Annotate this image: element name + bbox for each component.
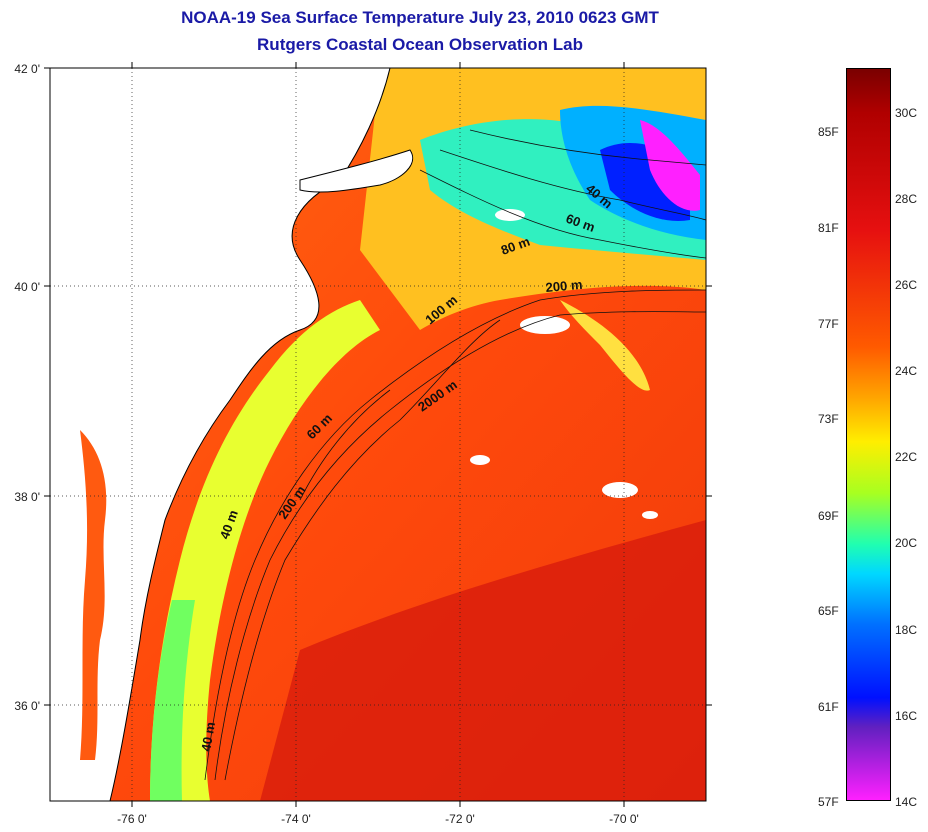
x-tick-label: -74 0'	[281, 812, 311, 826]
colorbar-c-label: 16C	[895, 709, 918, 723]
contour-label: 200 m	[545, 277, 583, 295]
colorbar-f-label: 65F	[818, 604, 839, 618]
long-island	[299, 149, 413, 193]
map-subtitle: Rutgers Coastal Ocean Observation Lab	[257, 35, 583, 54]
y-tick-label: 36 0'	[14, 699, 40, 713]
warm-core-area	[260, 520, 706, 801]
warm-filament	[560, 300, 650, 391]
colorbar-c-label: 26C	[895, 278, 918, 292]
magenta-patch	[640, 120, 700, 211]
colorbar-c-label: 14C	[895, 795, 918, 809]
map-title: NOAA-19 Sea Surface Temperature July 23,…	[181, 8, 659, 27]
colorbar-c-label: 20C	[895, 536, 918, 550]
colorbar-f-label: 73F	[818, 412, 839, 426]
colorbar-c-label: 28C	[895, 192, 918, 206]
colorbar-f-label: 69F	[818, 509, 839, 523]
colorbar-f-label: 61F	[818, 700, 839, 714]
chesapeake-bay	[80, 430, 107, 760]
cloud-patch	[602, 482, 638, 498]
tick-marks	[44, 62, 712, 807]
nearshore-band	[150, 600, 195, 801]
temperature-colorbar	[846, 68, 891, 801]
map-body	[50, 68, 706, 801]
x-tick-label: -76 0'	[117, 812, 147, 826]
y-tick-label: 42 0'	[14, 62, 40, 76]
colorbar-c-label: 18C	[895, 623, 918, 637]
colorbar-f-label: 85F	[818, 125, 839, 139]
isobath-lines	[204, 129, 706, 781]
map-frame	[49, 67, 707, 802]
x-tick-label: -70 0'	[609, 812, 639, 826]
colorbar-c-label: 24C	[895, 364, 918, 378]
cloud-patch	[495, 209, 525, 221]
x-tick-label: -72 0'	[445, 812, 475, 826]
cloud-patch	[642, 511, 658, 519]
colorbar-c-label: 22C	[895, 450, 918, 464]
colorbar-c-label: 30C	[895, 106, 918, 120]
cloud-patch	[520, 316, 570, 334]
contour-label: 40 m	[198, 721, 218, 753]
y-tick-label: 40 0'	[14, 280, 40, 294]
colorbar-f-label: 57F	[818, 795, 839, 809]
colorbar-f-label: 81F	[818, 221, 839, 235]
coastal-band	[150, 300, 380, 801]
y-tick-label: 38 0'	[14, 490, 40, 504]
cloud-patch	[470, 455, 490, 465]
graticule	[50, 68, 706, 801]
colorbar-f-label: 77F	[818, 317, 839, 331]
